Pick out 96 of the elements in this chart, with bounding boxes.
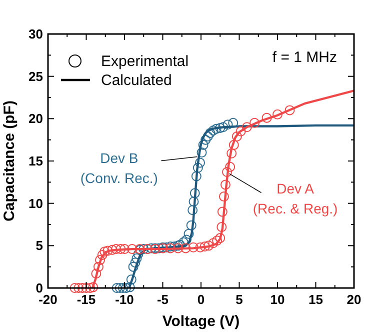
x-tick-label: -15 — [76, 292, 96, 307]
point — [215, 122, 226, 133]
point — [180, 243, 191, 254]
point — [133, 249, 144, 260]
point — [272, 109, 282, 120]
point — [192, 162, 203, 173]
point — [128, 262, 138, 272]
x-tick-label: 10 — [270, 292, 285, 307]
point — [154, 243, 164, 254]
annotation: f = 1 MHz — [272, 49, 337, 66]
point — [107, 244, 118, 255]
point — [211, 124, 222, 134]
point — [204, 240, 214, 251]
point — [196, 148, 207, 158]
point — [195, 242, 206, 252]
x-tick-label: 5 — [236, 292, 243, 307]
point — [188, 242, 198, 252]
annotation: Experimental — [101, 53, 189, 70]
point — [186, 220, 196, 230]
annotation: Calculated — [101, 72, 172, 89]
point — [195, 158, 206, 168]
point — [228, 140, 239, 150]
y-axis-title: Capacitance (pF) — [1, 100, 18, 222]
point — [126, 274, 136, 285]
point — [85, 283, 96, 293]
point — [212, 236, 222, 246]
point — [114, 283, 125, 293]
x-axis-title: Voltage (V) — [162, 313, 240, 330]
point — [220, 180, 230, 190]
x-tick-label: 20 — [346, 292, 362, 307]
point — [116, 244, 126, 254]
point — [162, 242, 172, 252]
y-tick-label: 30 — [28, 26, 43, 42]
point — [208, 126, 218, 136]
point — [262, 112, 272, 123]
annotation: Dev A (Rec. & Reg.) — [252, 180, 338, 217]
point — [226, 148, 237, 158]
point — [111, 244, 122, 254]
point — [216, 222, 227, 232]
point — [284, 105, 295, 116]
y-tick-label: 5 — [36, 238, 43, 254]
point — [74, 283, 84, 293]
point — [200, 134, 211, 145]
point — [77, 283, 88, 293]
point — [198, 140, 208, 150]
point — [173, 243, 184, 254]
point — [217, 206, 228, 217]
point — [190, 188, 200, 198]
point — [218, 192, 229, 202]
y-tick-label: 20 — [28, 111, 43, 126]
point — [232, 131, 242, 142]
point — [208, 238, 218, 248]
point — [191, 171, 202, 182]
point — [236, 126, 246, 136]
point — [91, 268, 102, 279]
point — [200, 242, 210, 252]
point — [218, 122, 228, 132]
point — [93, 262, 104, 272]
point — [242, 122, 252, 132]
point — [95, 255, 106, 266]
point — [222, 120, 233, 130]
point — [112, 283, 122, 293]
point — [120, 244, 130, 254]
point — [188, 196, 199, 207]
point — [138, 244, 149, 254]
y-tick-label: 25 — [28, 68, 43, 84]
point — [124, 282, 135, 292]
point — [169, 242, 180, 252]
x-tick-label: 0 — [197, 292, 205, 307]
point — [250, 118, 260, 128]
annotation: Dev B (Conv. Rec.) — [80, 150, 158, 186]
point — [228, 118, 238, 128]
y-tick-label: 15 — [28, 154, 43, 168]
y-tick-label: 10 — [28, 196, 43, 211]
point — [222, 167, 232, 178]
point — [88, 282, 98, 292]
point — [225, 162, 236, 172]
point — [132, 253, 142, 264]
x-tick-label: -5 — [156, 292, 169, 307]
point — [100, 246, 110, 257]
point — [97, 250, 108, 260]
point — [184, 228, 194, 239]
point — [81, 283, 92, 293]
point — [121, 283, 132, 293]
point — [181, 234, 192, 245]
point — [102, 246, 113, 256]
point — [205, 128, 216, 138]
point — [70, 283, 80, 293]
point — [118, 283, 128, 293]
x-tick-label: 15 — [308, 292, 323, 307]
point — [215, 233, 226, 244]
point — [130, 258, 140, 268]
point — [188, 205, 198, 216]
point — [146, 243, 156, 254]
point — [127, 244, 138, 254]
x-tick-label: -10 — [115, 292, 134, 307]
